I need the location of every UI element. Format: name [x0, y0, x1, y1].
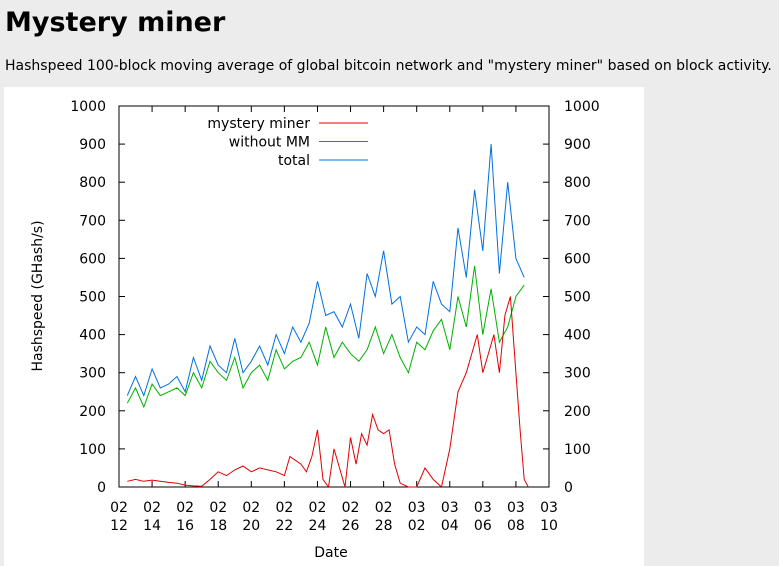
y-tick-label: 1000: [70, 99, 106, 115]
x-tick-label-month: 02: [342, 500, 360, 516]
legend-label: total: [278, 153, 310, 169]
x-tick-label-day: 02: [408, 518, 426, 534]
y-axis-label: Hashspeed (GHash/s): [30, 220, 46, 371]
x-tick-label-month: 03: [408, 500, 426, 516]
y-tick-label: 400: [79, 328, 106, 344]
x-tick-label-month: 02: [242, 500, 260, 516]
hashspeed-chart: 0 0 100 100 200 200 300 300 400 400 500 500 600 600 70…: [30, 99, 600, 561]
x-tick-label-month: 02: [375, 500, 393, 516]
series-line-total: [126, 144, 525, 398]
x-tick-label-day: 08: [507, 518, 525, 534]
y-tick-label: 0: [97, 480, 106, 496]
series-line-without-mm: [126, 265, 525, 409]
y-tick-label: 300: [79, 366, 106, 382]
x-tick-label-day: 20: [242, 518, 260, 534]
y2-tick-label: 700: [564, 213, 591, 229]
series-line-mystery-miner: [127, 296, 529, 489]
y-tick-label: 100: [79, 442, 106, 458]
y-tick-label: 500: [79, 290, 106, 306]
x-tick-label-day: 14: [143, 518, 161, 534]
x-tick-label-month: 03: [540, 500, 558, 516]
y2-tick-label: 300: [564, 366, 591, 382]
legend-label: without MM: [229, 135, 310, 151]
page-subtitle: Hashspeed 100-block moving average of gl…: [5, 58, 772, 74]
y-tick-label: 200: [79, 404, 106, 420]
y2-tick-label: 1000: [564, 99, 600, 115]
y-tick-label: 600: [79, 251, 106, 267]
x-tick-label-day: 16: [176, 518, 194, 534]
plot-frame: [118, 105, 550, 488]
x-tick-label-day: 04: [441, 518, 459, 534]
y2-tick-label: 0: [564, 480, 573, 496]
x-tick-label-month: 02: [143, 500, 161, 516]
x-tick-label-day: 18: [209, 518, 227, 534]
x-tick-label-month: 02: [275, 500, 293, 516]
x-tick-label-month: 02: [309, 500, 327, 516]
y-tick-label: 700: [79, 213, 106, 229]
x-tick-label-day: 22: [275, 518, 293, 534]
y2-tick-label: 200: [564, 404, 591, 420]
y2-tick-label: 500: [564, 290, 591, 306]
x-tick-label-day: 28: [375, 518, 393, 534]
y-tick-label: 800: [79, 175, 106, 191]
x-tick-label-month: 02: [176, 500, 194, 516]
x-tick-label-month: 03: [441, 500, 459, 516]
x-tick-label-day: 26: [342, 518, 360, 534]
x-axis-label: Date: [314, 545, 347, 561]
y2-tick-label: 800: [564, 175, 591, 191]
x-tick-label-day: 24: [309, 518, 327, 534]
y2-tick-label: 600: [564, 251, 591, 267]
x-tick-label-month: 03: [474, 500, 492, 516]
y2-tick-label: 400: [564, 328, 591, 344]
legend-label: mystery miner: [207, 116, 310, 132]
y2-tick-label: 900: [564, 137, 591, 153]
chart-panel: 0 0 100 100 200 200 300 300 400 400 500 500 600 600 70…: [4, 87, 644, 566]
y-tick-label: 900: [79, 137, 106, 153]
x-tick-label-day: 12: [110, 518, 128, 534]
page-title: Mystery miner: [5, 7, 226, 38]
x-tick-label-month: 02: [209, 500, 227, 516]
x-tick-label-month: 03: [507, 500, 525, 516]
y2-tick-label: 100: [564, 442, 591, 458]
x-tick-label-month: 02: [110, 500, 128, 516]
x-tick-label-day: 06: [474, 518, 492, 534]
x-tick-label-day: 10: [540, 518, 558, 534]
